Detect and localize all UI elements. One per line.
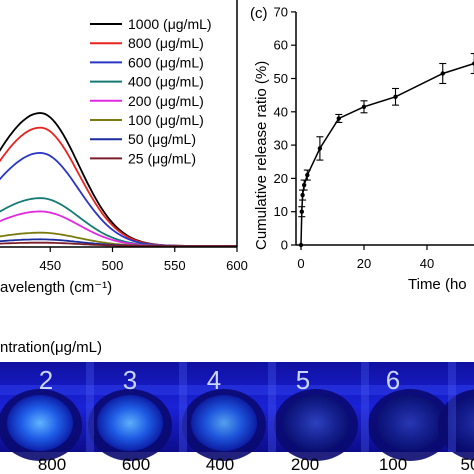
legend-label-1: 800 (μg/mL): [128, 35, 204, 51]
spectra-legend: 1000 (μg/mL) 800 (μg/mL) 600 (μg/mL) 400 (μ…: [90, 16, 212, 166]
well: [377, 395, 443, 451]
release-x-tick-label: 0: [297, 256, 304, 271]
legend-label-3: 400 (μg/mL): [128, 74, 204, 90]
release-y-tick-label: 70: [274, 4, 288, 19]
release-point: [317, 146, 323, 151]
release-panel: (c) 0 10 20 30 40 50 60 70 0 20 40 Cumulative rele…: [250, 4, 474, 293]
release-y-tick-label: 50: [274, 71, 288, 86]
spectra-x-tick-label: 450: [39, 258, 61, 273]
well-divider: [448, 362, 456, 452]
release-x-axis-label: Time (ho: [408, 276, 467, 293]
concentration-label: 200: [291, 455, 319, 474]
release-point: [336, 116, 341, 121]
concentration-label: 400: [206, 455, 234, 474]
release-point: [393, 94, 398, 100]
spectra-x-ticks: 450 500 550 600: [39, 247, 248, 273]
spectra-x-tick-label: 550: [164, 258, 186, 273]
legend-label-0: 1000 (μg/mL): [128, 16, 212, 32]
well-number: 4: [207, 365, 221, 395]
well-divider: [86, 362, 94, 452]
release-y-tick-label: 60: [274, 38, 288, 53]
spectra-x-axis-label: avelength (cm⁻¹): [0, 279, 112, 296]
release-line: [300, 62, 474, 246]
release-ticks: 0 10 20 30 40 50 60 70 0 20 40: [274, 4, 435, 271]
release-point: [300, 192, 305, 198]
well-divider: [268, 362, 276, 452]
spectra-x-tick-label: 500: [102, 258, 124, 273]
well-number: 6: [386, 365, 400, 395]
spectra-panel: 450 500 550 600 avelength (cm⁻¹) 1000 (μg/m…: [0, 0, 248, 296]
release-y-tick-label: 40: [274, 104, 288, 119]
legend-label-2: 600 (μg/mL): [128, 54, 204, 70]
photo-caption: ntration(μg/mL): [0, 339, 102, 356]
legend-label-7: 25 (μg/mL): [128, 150, 196, 166]
plate-rim: [0, 385, 474, 395]
concentration-label: 50: [461, 455, 474, 474]
well: [97, 395, 163, 451]
release-x-tick-label: 40: [420, 256, 434, 271]
release-point: [299, 209, 304, 214]
spectra-x-tick-label: 600: [226, 258, 248, 273]
release-y-tick-label: 30: [274, 138, 288, 153]
legend-label-6: 50 (μg/mL): [128, 131, 196, 147]
release-y-tick-label: 10: [274, 204, 288, 219]
release-x-tick-label: 20: [357, 256, 371, 271]
concentration-labels: 800 600 400 200 100 50: [38, 455, 474, 474]
concentration-label: 800: [38, 455, 66, 474]
release-point: [301, 182, 307, 188]
well: [447, 395, 474, 451]
release-point: [440, 71, 445, 76]
well-number: 2: [39, 365, 53, 395]
release-point: [361, 104, 367, 110]
well-divider: [179, 362, 187, 452]
well-number: 5: [296, 365, 310, 395]
release-y-tick-label: 20: [274, 171, 288, 186]
release-series: [298, 52, 474, 248]
concentration-label: 600: [122, 455, 150, 474]
well-number: 3: [123, 365, 137, 395]
release-y-tick-label: 0: [281, 238, 288, 253]
well-divider: [361, 362, 369, 452]
well: [7, 395, 73, 451]
well: [283, 395, 349, 451]
legend-label-5: 100 (μg/mL): [128, 112, 204, 128]
well-plate-photo: 2 3 4 5 6: [0, 362, 474, 461]
spectra-curves: [0, 112, 237, 247]
concentration-label: 100: [379, 455, 407, 474]
spectrum-line-0: [0, 112, 237, 247]
spectrum-line-7: [0, 241, 237, 247]
wells: [0, 362, 474, 461]
release-y-axis-label: Cumulative release ratio (%): [253, 61, 270, 250]
release-point: [305, 172, 310, 178]
panel-label-c: (c): [250, 5, 268, 22]
legend-label-4: 200 (μg/mL): [128, 93, 204, 109]
release-point: [298, 242, 304, 248]
well: [191, 395, 257, 451]
well-numbers: 2 3 4 5 6: [39, 365, 400, 395]
